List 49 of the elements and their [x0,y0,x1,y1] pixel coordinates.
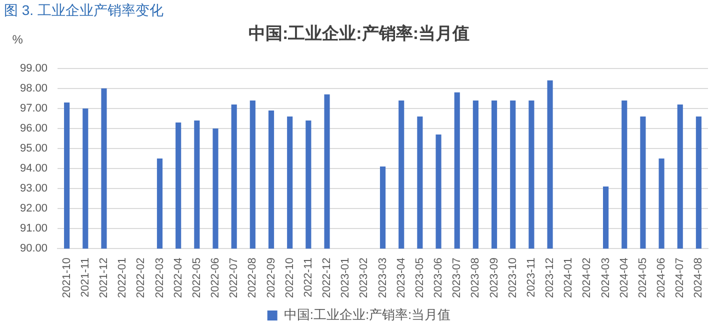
x-tick-label: 2024-06 [656,258,668,298]
x-tick-label: 2023-06 [432,258,445,298]
x-tick-label: 2023-04 [395,258,408,298]
x-tick-label: 2024-02 [581,258,594,298]
x-tick-label: 2024-07 [674,258,686,298]
x-tick-label: 2023-01 [340,258,352,298]
x-tick-label: 2024-05 [636,258,649,298]
x-tick-label: 2023-03 [376,258,389,298]
y-axis-title: % [12,32,24,47]
x-tick-label: 2021-12 [98,258,110,298]
caption: 图 3. 工业企业产销率变化 [3,1,164,20]
y-tick-label: 99.00 [20,62,48,74]
y-tick-label: 92.00 [20,202,48,215]
chart-title: 中国:工业企业:产销率:当月值 [248,24,470,43]
x-tick-label: 2023-02 [358,258,370,298]
x-tick-label: 2023-11 [525,258,538,298]
x-tick-label: 2022-01 [116,258,129,298]
x-tick-label: 2021-11 [79,258,92,298]
y-tick-label: 90.00 [20,242,48,255]
y-tick-label: 94.00 [20,162,48,175]
x-tick-label: 2024-01 [562,258,575,298]
x-tick-label: 2022-03 [154,258,166,298]
x-tick-label: 2023-09 [488,258,500,298]
x-tick-label: 2024-04 [618,258,630,298]
y-tick-label: 96.00 [20,122,48,135]
x-tick-label: 2021-10 [60,258,73,298]
y-tick-label: 93.00 [20,182,48,195]
y-tick-label: 95.00 [20,142,48,155]
x-tick-label: 2022-02 [135,258,148,298]
x-tick-label: 2022-10 [284,258,296,298]
x-tick-label: 2023-10 [506,258,519,298]
x-tick-label: 2024-03 [600,258,612,298]
x-tick-label: 2022-06 [210,258,222,298]
y-tick-label: 98.00 [20,82,48,94]
x-tick-label: 2022-11 [302,258,314,298]
x-tick-label: 2023-08 [470,258,482,298]
x-tick-label: 2023-07 [451,258,464,298]
legend-label: 中国:工业企业:产销率:当月值 [284,307,451,322]
x-tick-label: 2022-08 [246,258,259,298]
x-tick-label: 2023-12 [544,258,556,298]
x-tick-label: 2022-12 [321,258,334,298]
x-tick-label: 2024-08 [692,258,705,298]
y-tick-label: 97.00 [20,102,48,114]
y-tick-label: 91.00 [20,222,48,235]
x-tick-label: 2022-04 [172,258,184,298]
x-tick-label: 2022-07 [228,258,240,298]
x-tick-label: 2022-05 [190,258,203,298]
x-tick-label: 2022-09 [265,258,278,298]
x-tick-label: 2023-05 [414,258,426,298]
